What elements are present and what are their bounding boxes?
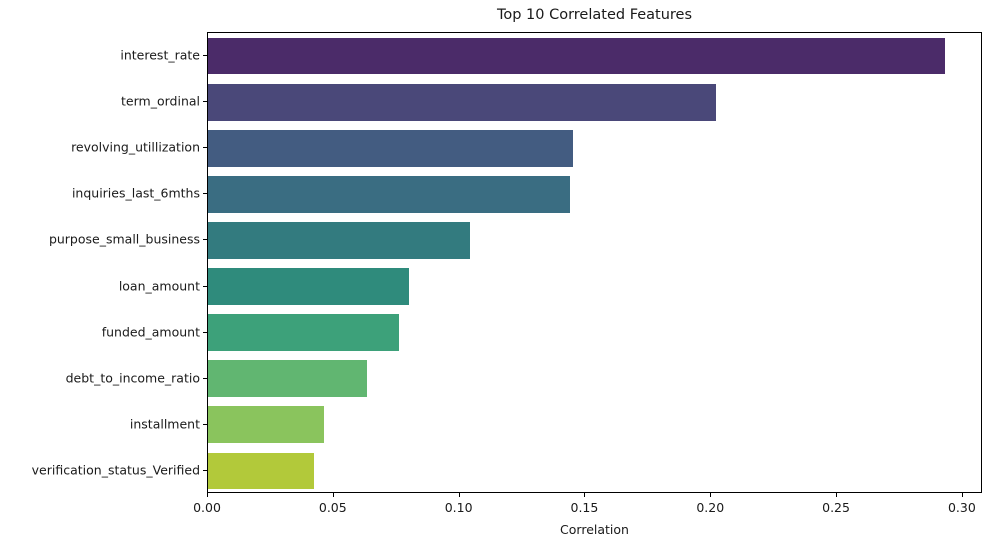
x-tick-mark	[710, 493, 712, 497]
y-tick-mark	[203, 285, 207, 287]
y-tick-mark	[203, 147, 207, 149]
y-tick-label: loan_amount	[118, 278, 200, 294]
bar-purpose-small-business	[208, 222, 470, 259]
bar-interest-rate	[208, 37, 946, 75]
x-tick-mark	[836, 493, 838, 497]
y-tick-label: interest_rate	[120, 47, 200, 63]
y-tick-mark	[203, 331, 207, 333]
bar-verification-status-verified	[208, 452, 314, 490]
bar-inquiries-last-6mths	[208, 175, 571, 213]
chart-title: Top 10 Correlated Features	[496, 7, 693, 23]
plot-area	[207, 32, 982, 493]
bar-installment	[208, 406, 324, 444]
bar-term-ordinal	[208, 83, 717, 121]
bar-funded-amount	[208, 314, 400, 352]
bar-debt-to-income-ratio	[208, 360, 367, 398]
x-tick-label: 0.25	[822, 500, 850, 515]
y-tick-mark	[203, 377, 207, 379]
x-tick-label: 0.10	[444, 500, 473, 515]
y-tick-mark	[203, 469, 207, 471]
y-tick-mark	[203, 55, 207, 57]
y-tick-label: installment	[129, 416, 200, 432]
y-tick-label: purpose_small_business	[48, 231, 200, 247]
y-tick-label: funded_amount	[101, 324, 200, 340]
x-tick-mark	[458, 493, 460, 497]
x-tick-label: 0.05	[318, 500, 347, 515]
x-tick-label: 0.15	[570, 500, 599, 515]
y-tick-label: revolving_utillization	[71, 139, 200, 155]
x-tick-label: 0.20	[696, 500, 725, 515]
y-tick-label: debt_to_income_ratio	[65, 370, 200, 386]
y-tick-label: term_ordinal	[121, 93, 200, 109]
y-tick-label: inquiries_last_6mths	[71, 185, 200, 201]
y-tick-label: verification_status_Verified	[31, 462, 200, 478]
x-axis-title: Correlation	[560, 522, 629, 537]
y-tick-mark	[203, 239, 207, 241]
bar-revolving-utillization	[208, 129, 573, 167]
y-tick-mark	[203, 423, 207, 425]
x-tick-label: 0.00	[193, 500, 221, 515]
x-tick-mark	[332, 493, 334, 497]
bar-loan-amount	[208, 268, 410, 305]
y-tick-mark	[203, 193, 207, 195]
x-tick-mark	[961, 493, 963, 497]
y-tick-mark	[203, 101, 207, 103]
x-tick-mark	[584, 493, 586, 497]
x-tick-mark	[207, 493, 208, 497]
x-tick-label: 0.30	[947, 500, 976, 515]
